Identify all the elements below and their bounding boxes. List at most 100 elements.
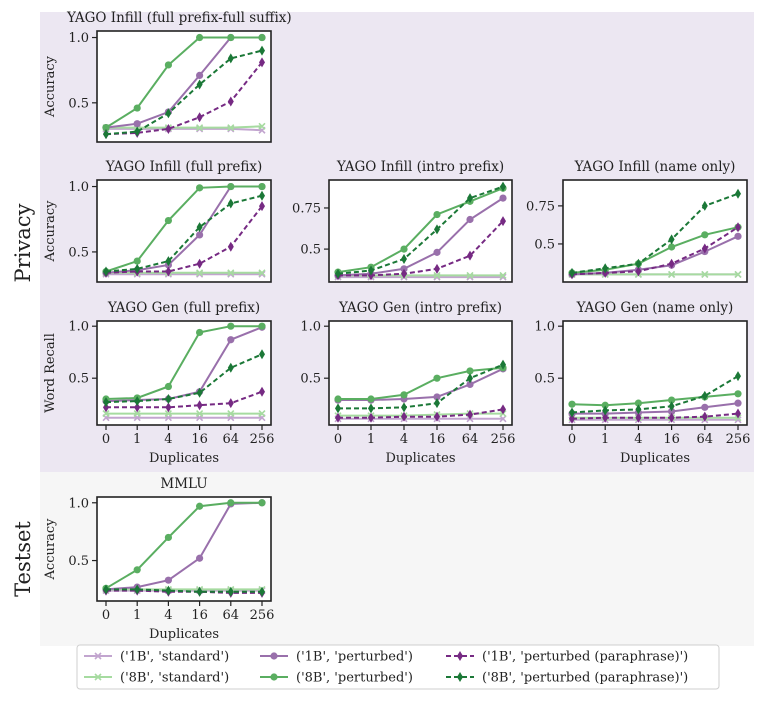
data-point [434, 411, 440, 422]
data-point [103, 397, 109, 408]
panel-title: YAGO Gen (name only) [576, 300, 734, 316]
series-line [106, 127, 263, 132]
data-point [227, 586, 234, 597]
data-point [467, 373, 473, 384]
series-line [105, 205, 263, 274]
legend-marker [270, 673, 278, 681]
data-point [134, 396, 141, 407]
y-tick-label: 0.5 [68, 372, 89, 387]
panel-title: YAGO Gen (intro prefix) [338, 300, 502, 316]
series-5 [569, 408, 741, 424]
legend-label: ('8B', 'perturbed (paraphrase)') [482, 671, 688, 686]
data-point [701, 270, 709, 278]
data-point [500, 216, 506, 227]
legend-label: ('1B', 'perturbed') [296, 650, 413, 665]
x-tick-label: 16 [191, 608, 208, 623]
x-tick-label: 64 [223, 432, 240, 447]
series-line [338, 366, 504, 400]
legend-box [76, 644, 720, 690]
data-point [467, 193, 473, 204]
data-point [401, 402, 407, 413]
data-point [635, 258, 642, 269]
data-point [259, 45, 265, 56]
plot-frame [96, 179, 272, 283]
y-tick-label: 0.5 [300, 243, 321, 258]
legend-label: ('8B', 'standard') [120, 671, 229, 686]
data-point [602, 405, 609, 416]
data-point [196, 409, 204, 418]
series-line [105, 185, 262, 273]
data-point [102, 409, 110, 418]
data-point [196, 387, 203, 398]
data-point [227, 409, 235, 418]
data-point [734, 270, 742, 278]
y-tick-label: 0.5 [534, 237, 555, 252]
y-tick-label: 0.5 [534, 372, 555, 387]
legend-label: ('1B', 'perturbed (paraphrase)') [482, 650, 688, 665]
panel-3: YAGO Infill (intro prefix) 0.5 0.75 [292, 159, 513, 283]
y-tick-label: 0.5 [68, 245, 89, 260]
data-point [466, 215, 474, 224]
data-point [227, 182, 235, 191]
series-line [106, 390, 263, 409]
series-5 [335, 216, 506, 281]
x-tick-label: 1 [133, 432, 141, 447]
legend-item: ('8B', 'perturbed') [260, 671, 413, 686]
legend-label: ('1B', 'standard') [120, 650, 229, 665]
data-point [259, 57, 265, 68]
x-tick-label: 0 [102, 608, 110, 623]
y-tick-label: 1.0 [300, 320, 321, 335]
data-point [668, 258, 675, 269]
plot-frame [562, 320, 748, 426]
data-point [134, 584, 141, 595]
series-line [106, 125, 263, 129]
legend-item: ('8B', 'perturbed (paraphrase)') [446, 671, 688, 686]
data-point [227, 336, 235, 344]
data-point [668, 234, 675, 245]
data-point [735, 188, 741, 199]
panel-title: YAGO Gen (full prefix) [107, 300, 260, 316]
data-point [499, 271, 507, 279]
series-line [106, 588, 262, 593]
data-point [735, 371, 741, 382]
data-point [258, 182, 266, 191]
series-6 [569, 188, 741, 278]
legend: ('1B', 'standard') ('8B', 'standard') ('1B… [76, 644, 720, 690]
data-point [500, 359, 506, 370]
data-point [196, 328, 204, 337]
data-point [668, 412, 675, 423]
y-tick-label: 0.75 [526, 199, 555, 214]
series-6 [335, 181, 506, 279]
data-point [401, 268, 407, 279]
data-point [400, 391, 408, 399]
data-point [635, 412, 642, 423]
x-tick-label: 64 [223, 608, 240, 623]
data-point [164, 576, 172, 584]
series-2 [102, 409, 266, 418]
data-point [499, 415, 507, 423]
series-6 [569, 371, 741, 418]
series-line [571, 392, 739, 407]
data-point [165, 266, 172, 277]
data-point [401, 411, 407, 422]
panel-8: MMLU 0.5 1.0 Accuracy 0 1 4 16 64 256 Duplicates [43, 476, 274, 642]
data-point [227, 33, 235, 42]
legend-marker [457, 672, 463, 682]
data-point [602, 412, 609, 423]
data-point [165, 108, 172, 119]
x-tick-label: 16 [663, 432, 680, 447]
series-line [105, 36, 262, 129]
data-point [196, 400, 203, 411]
data-point [102, 124, 110, 132]
data-point [164, 61, 172, 69]
data-point [165, 402, 172, 413]
series-line [105, 49, 263, 136]
x-tick-label: 64 [462, 432, 479, 447]
data-point [227, 362, 234, 373]
x-tick-label: 4 [400, 432, 408, 447]
y-tick-label: 0.75 [292, 201, 321, 216]
series-6 [103, 584, 265, 597]
data-point [569, 413, 575, 424]
data-point [258, 409, 266, 418]
y-tick-label: 1.0 [68, 320, 89, 335]
